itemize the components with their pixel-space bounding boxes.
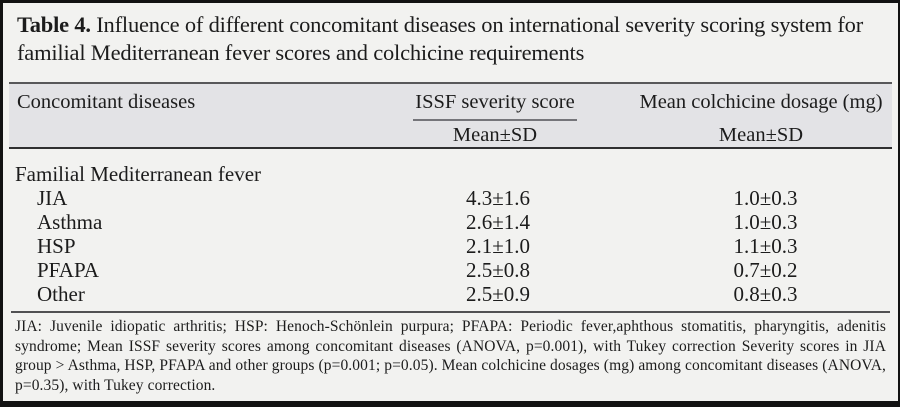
row-dosage-value: 0.8±0.3 bbox=[733, 282, 798, 306]
column-header-issf-label: ISSF severity score bbox=[413, 91, 577, 121]
column-subheader-issf-mean-sd: Mean±SD bbox=[452, 124, 538, 146]
table-number: Table 4. bbox=[17, 12, 91, 37]
table-header-row: Concomitant diseases ISSF severity score… bbox=[9, 82, 892, 149]
table-body: Familial Mediterranean fever JIA 4.3±1.6… bbox=[3, 149, 898, 311]
column-header-dosage: Mean colchicine dosage (mg) Mean±SD bbox=[590, 84, 892, 147]
table-row: HSP 2.1±1.0 1.1±0.3 bbox=[3, 234, 898, 258]
row-issf-value: 2.1±1.0 bbox=[465, 234, 531, 258]
row-issf-value: 2.5±0.8 bbox=[465, 258, 531, 282]
row-issf-value: 2.6±1.4 bbox=[465, 210, 531, 234]
table-footnote: JIA: Juvenile idiopatic arthritis; HSP: … bbox=[15, 318, 886, 394]
row-label: PFAPA bbox=[37, 258, 99, 282]
row-issf-value: 4.3±1.6 bbox=[465, 186, 531, 210]
column-subheader-dosage-mean-sd: Mean±SD bbox=[718, 124, 804, 146]
column-header-dosage-label: Mean colchicine dosage (mg) bbox=[639, 91, 883, 113]
row-dosage-value: 1.0±0.3 bbox=[733, 186, 798, 210]
column-header-concomitant-diseases: Concomitant diseases bbox=[17, 91, 196, 113]
footnote-divider bbox=[11, 311, 890, 313]
row-label: HSP bbox=[37, 234, 76, 258]
group-row-label: Familial Mediterranean fever bbox=[15, 162, 262, 186]
row-label: Other bbox=[37, 282, 85, 306]
table-caption: Table 4. Influence of different concomit… bbox=[3, 3, 898, 82]
row-label: JIA bbox=[37, 186, 68, 210]
table-row: JIA 4.3±1.6 1.0±0.3 bbox=[3, 186, 898, 210]
row-label: Asthma bbox=[37, 210, 103, 234]
row-issf-value: 2.5±0.9 bbox=[465, 282, 531, 306]
table-row: Other 2.5±0.9 0.8±0.3 bbox=[3, 282, 898, 306]
table-row: Asthma 2.6±1.4 1.0±0.3 bbox=[3, 210, 898, 234]
row-dosage-value: 0.7±0.2 bbox=[733, 258, 798, 282]
row-dosage-value: 1.1±0.3 bbox=[733, 234, 798, 258]
table-row: PFAPA 2.5±0.8 0.7±0.2 bbox=[3, 258, 898, 282]
row-dosage-value: 1.0±0.3 bbox=[733, 210, 798, 234]
table-title-text: Influence of different concomitant disea… bbox=[17, 12, 864, 65]
column-header-issf: ISSF severity score Mean±SD bbox=[400, 84, 590, 147]
table-group-row: Familial Mediterranean fever bbox=[3, 162, 898, 186]
